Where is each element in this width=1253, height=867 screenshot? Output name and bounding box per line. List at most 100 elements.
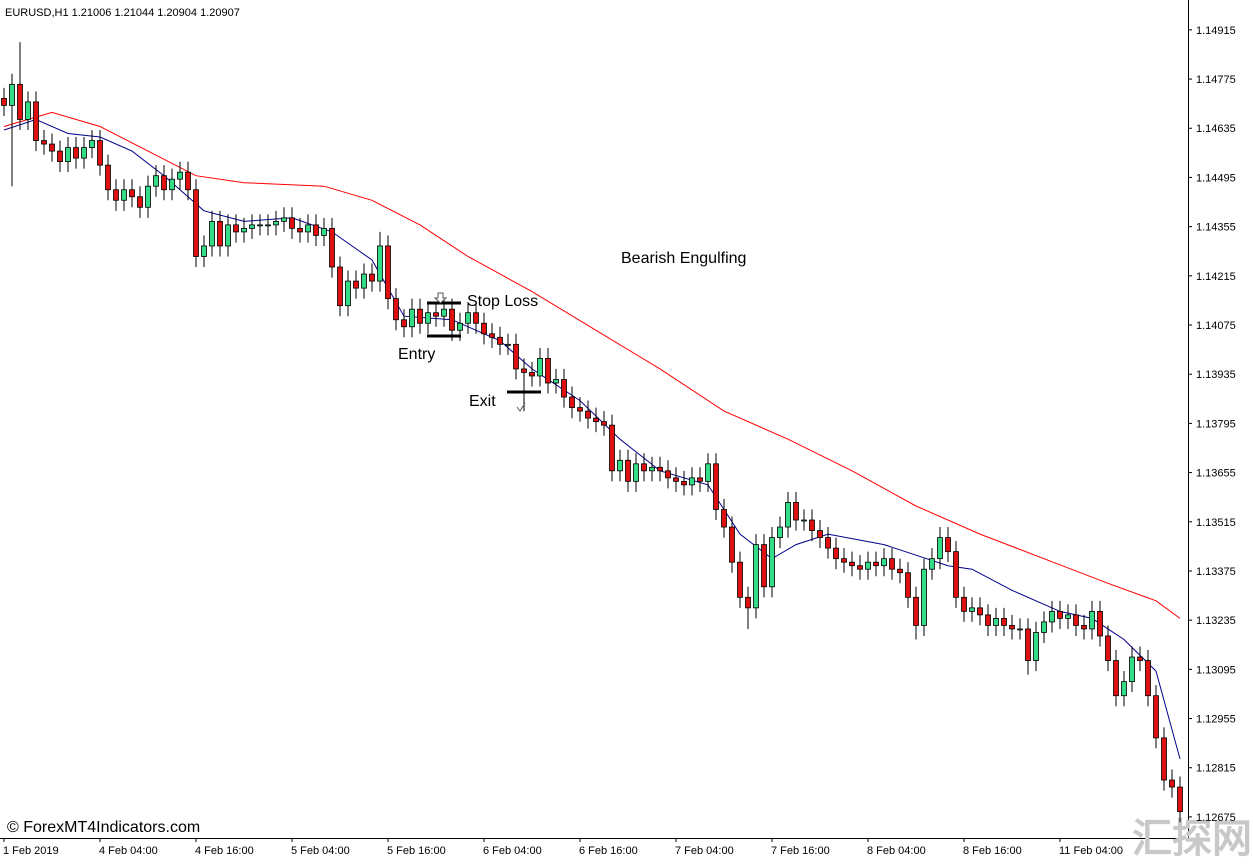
candle-body	[745, 596, 751, 609]
candle-body	[337, 266, 343, 307]
candle-body	[1081, 625, 1087, 630]
y-tick-label: 1.14075	[1196, 320, 1236, 332]
y-tick-label: 1.13795	[1196, 418, 1236, 430]
candle-body	[857, 565, 863, 570]
y-tick-label: 1.13935	[1196, 369, 1236, 381]
x-tick-label: 8 Feb 16:00	[963, 845, 1022, 857]
candle-body	[761, 544, 767, 588]
candle-body	[185, 171, 191, 191]
candle-body	[153, 175, 159, 187]
candle-body	[977, 607, 983, 616]
candle-body	[825, 537, 831, 549]
stop-loss-label: Stop Loss	[467, 293, 538, 310]
candle-body	[817, 530, 823, 538]
candle-body	[281, 217, 287, 222]
candle-body	[1145, 660, 1151, 697]
candle-body	[665, 470, 671, 479]
candle-body	[633, 463, 639, 482]
candle-body	[617, 459, 623, 472]
candle-body	[641, 463, 647, 472]
candle-body	[921, 568, 927, 626]
candle-body	[849, 561, 855, 567]
y-tick-label: 1.14775	[1196, 74, 1236, 86]
candle-body	[33, 101, 39, 141]
candle-body	[545, 357, 551, 384]
candle-body	[961, 596, 967, 612]
candle-body	[785, 502, 791, 528]
watermark: 汇探网	[1132, 817, 1252, 861]
candle-body	[441, 308, 447, 317]
candle-body	[129, 189, 135, 198]
candle-body	[457, 322, 463, 331]
candle-body	[521, 368, 527, 373]
candle-body	[401, 319, 407, 328]
candle-body	[97, 140, 103, 166]
candle-body	[233, 224, 239, 233]
candle-body	[585, 410, 591, 419]
candle-body	[833, 547, 839, 560]
candle-body	[1089, 610, 1095, 630]
candle-body	[513, 343, 519, 370]
candle-body	[705, 463, 711, 482]
candle-body	[81, 147, 87, 159]
candle-body	[41, 140, 47, 145]
candle-body	[1153, 695, 1159, 739]
candle-body	[777, 526, 783, 538]
candle-body	[17, 83, 23, 120]
candle-body	[265, 224, 271, 227]
candle-body	[985, 614, 991, 626]
candle-body	[209, 220, 215, 247]
candle-body	[249, 224, 255, 229]
y-tick-label: 1.12815	[1196, 763, 1236, 775]
moving-average	[3, 111, 1181, 619]
candle-body	[161, 175, 167, 191]
candle-body	[737, 561, 743, 598]
candle-body	[1073, 614, 1079, 626]
exit-label: Exit	[469, 393, 496, 410]
check-mark	[516, 402, 526, 412]
x-tick-label: 6 Feb 04:00	[483, 845, 542, 857]
y-tick-label: 1.14915	[1196, 25, 1236, 37]
header: EURUSD,H1 1.21006 1.21044 1.20904 1.2090…	[5, 7, 240, 19]
candle-body	[369, 273, 375, 282]
candle-body	[769, 537, 775, 588]
candle-body	[177, 171, 183, 180]
sell-arrow	[433, 292, 448, 304]
candle-body	[1017, 628, 1023, 631]
candle-body	[305, 224, 311, 233]
candle-body	[729, 526, 735, 563]
candle-body	[345, 280, 351, 307]
candle-body	[649, 466, 655, 472]
candle-body	[801, 519, 807, 522]
x-tick-label: 11 Feb 04:00	[1059, 845, 1123, 857]
candle-body	[897, 568, 903, 574]
candle-body	[929, 558, 935, 570]
y-tick-label: 1.13515	[1196, 517, 1236, 529]
candle-body	[673, 477, 679, 482]
candle-body	[561, 379, 567, 398]
candle-body	[329, 227, 335, 268]
candle-body	[9, 83, 15, 106]
x-tick-label: 1 Feb 2019	[3, 845, 59, 857]
candle-body	[73, 147, 79, 159]
candle-body	[793, 502, 799, 521]
candle-body	[577, 407, 583, 412]
candle-body	[113, 189, 119, 201]
candle-body	[689, 477, 695, 486]
y-tick-label: 1.13375	[1196, 566, 1236, 578]
candle-body	[753, 544, 759, 609]
candle-body	[1049, 610, 1055, 623]
candle-body	[865, 561, 871, 570]
candle-body	[225, 224, 231, 247]
candle-body	[841, 558, 847, 563]
y-tick-label: 1.13095	[1196, 664, 1236, 676]
x-tick-label: 7 Feb 04:00	[675, 845, 734, 857]
candle-body	[945, 537, 951, 553]
x-tick-label: 7 Feb 16:00	[771, 845, 830, 857]
candle-body	[593, 417, 599, 423]
pattern-label: Bearish Engulfing	[621, 250, 746, 267]
y-tick-label: 1.14355	[1196, 222, 1236, 234]
candle-body	[569, 396, 575, 408]
